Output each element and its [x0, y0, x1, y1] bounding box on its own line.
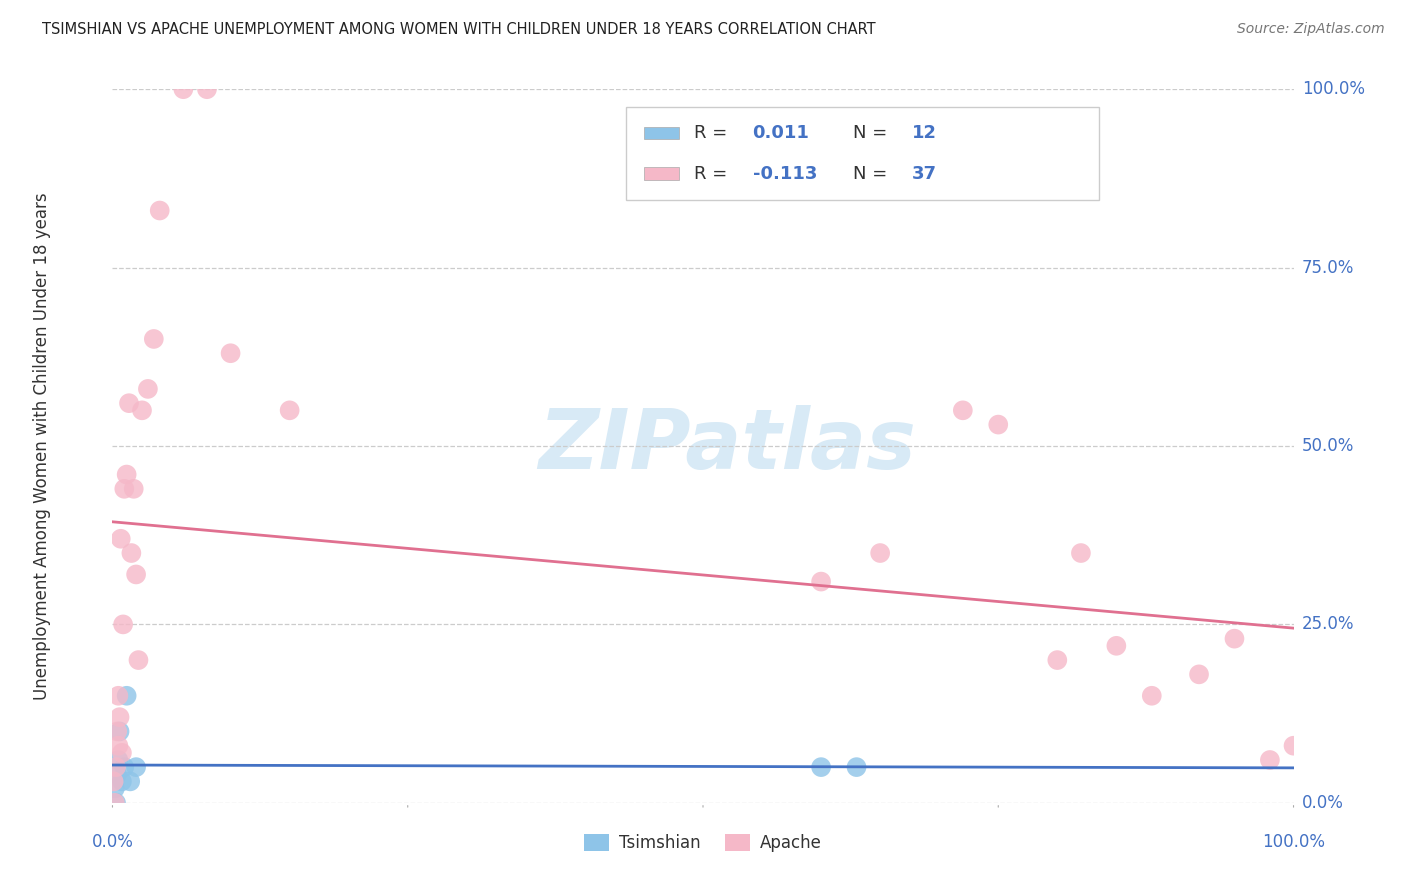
FancyBboxPatch shape	[644, 127, 679, 139]
Point	[1223, 632, 1246, 646]
Point	[869, 546, 891, 560]
Point	[987, 417, 1010, 432]
Text: 0.011: 0.011	[752, 124, 810, 142]
Text: 75.0%: 75.0%	[1302, 259, 1354, 277]
Point	[120, 546, 142, 560]
Text: 37: 37	[912, 165, 936, 183]
Point	[845, 760, 868, 774]
Point	[115, 689, 138, 703]
Point	[105, 767, 128, 781]
Text: R =: R =	[693, 124, 733, 142]
Point	[112, 617, 135, 632]
Point	[112, 482, 135, 496]
Text: 0.0%: 0.0%	[91, 833, 134, 851]
Point	[1070, 546, 1092, 560]
Point	[127, 653, 149, 667]
Text: TSIMSHIAN VS APACHE UNEMPLOYMENT AMONG WOMEN WITH CHILDREN UNDER 18 YEARS CORREL: TSIMSHIAN VS APACHE UNEMPLOYMENT AMONG W…	[42, 22, 876, 37]
Point	[125, 760, 148, 774]
Text: ZIPatlas: ZIPatlas	[537, 406, 915, 486]
Point	[1140, 689, 1163, 703]
Point	[1258, 753, 1281, 767]
Text: Source: ZipAtlas.com: Source: ZipAtlas.com	[1237, 22, 1385, 37]
Point	[112, 760, 135, 774]
Text: 0.0%: 0.0%	[1302, 794, 1344, 812]
Point	[122, 482, 145, 496]
Point	[107, 689, 129, 703]
Legend: Tsimshian, Apache: Tsimshian, Apache	[576, 827, 830, 859]
Text: Unemployment Among Women with Children Under 18 years: Unemployment Among Women with Children U…	[32, 192, 51, 700]
Text: 50.0%: 50.0%	[1302, 437, 1354, 455]
Point	[810, 574, 832, 589]
Point	[1188, 667, 1211, 681]
Point	[104, 796, 127, 810]
Point	[105, 724, 128, 739]
Point	[1105, 639, 1128, 653]
Point	[105, 796, 128, 810]
Point	[107, 739, 129, 753]
Text: N =: N =	[853, 165, 893, 183]
Point	[108, 724, 131, 739]
Point	[111, 746, 134, 760]
Point	[111, 774, 134, 789]
Text: 100.0%: 100.0%	[1302, 80, 1365, 98]
Point	[195, 82, 218, 96]
Point	[219, 346, 242, 360]
FancyBboxPatch shape	[644, 168, 679, 180]
Point	[142, 332, 165, 346]
Point	[103, 774, 125, 789]
Point	[810, 760, 832, 774]
Text: N =: N =	[853, 124, 893, 142]
Text: 100.0%: 100.0%	[1263, 833, 1324, 851]
Text: 25.0%: 25.0%	[1302, 615, 1354, 633]
Point	[125, 567, 148, 582]
Point	[120, 774, 142, 789]
Point	[952, 403, 974, 417]
Point	[118, 396, 141, 410]
Point	[110, 532, 132, 546]
Point	[278, 403, 301, 417]
Point	[172, 82, 194, 96]
FancyBboxPatch shape	[626, 107, 1098, 200]
Point	[136, 382, 159, 396]
Text: R =: R =	[693, 165, 733, 183]
Point	[115, 467, 138, 482]
Point	[108, 710, 131, 724]
Point	[131, 403, 153, 417]
Point	[149, 203, 172, 218]
Point	[1282, 739, 1305, 753]
Point	[105, 760, 128, 774]
Text: 12: 12	[912, 124, 936, 142]
Point	[1046, 653, 1069, 667]
Text: -0.113: -0.113	[752, 165, 817, 183]
Point	[107, 753, 129, 767]
Point	[104, 781, 127, 796]
